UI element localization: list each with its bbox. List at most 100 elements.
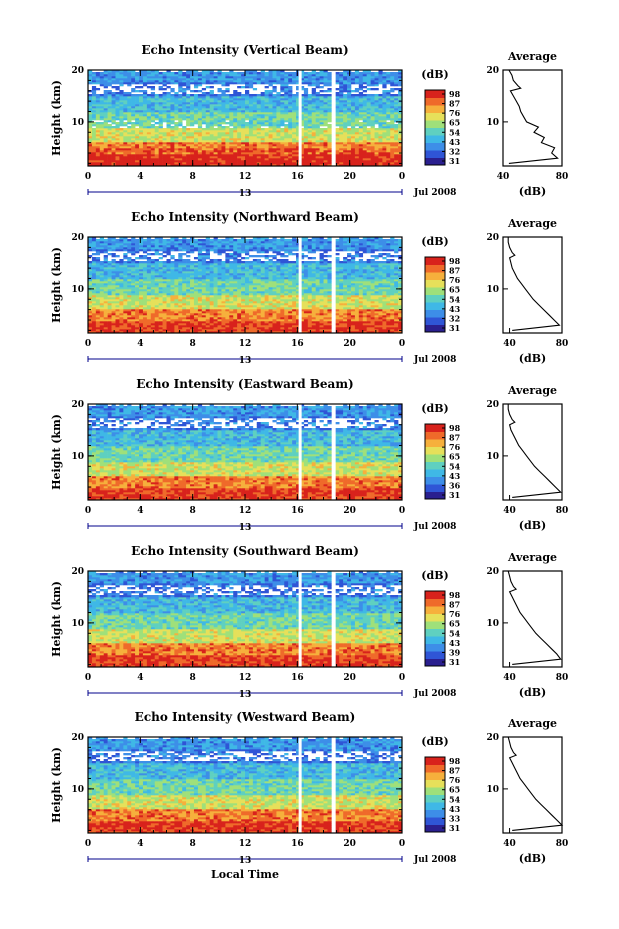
heatmap-cell	[359, 106, 363, 108]
heatmap-cell	[108, 126, 112, 128]
heatmap-cell	[206, 303, 210, 305]
heatmap-cell	[292, 327, 296, 329]
heatmap-cell	[170, 303, 174, 305]
heatmap-cell	[257, 329, 261, 331]
heatmap-cell	[151, 301, 155, 303]
heatmap-cell	[167, 160, 171, 162]
heatmap-cell	[390, 76, 394, 78]
heatmap-cell	[253, 315, 257, 317]
heatmap-cell	[229, 116, 233, 118]
heatmap-cell	[276, 156, 280, 158]
heatmap-cell	[233, 150, 237, 152]
heatmap-cell	[343, 160, 347, 162]
heatmap-cell	[96, 142, 100, 144]
heatmap-cell	[123, 128, 127, 130]
heatmap-cell	[272, 94, 276, 96]
heatmap-cell	[131, 136, 135, 138]
heatmap-cell	[269, 132, 273, 134]
heatmap-cell	[127, 92, 131, 94]
heatmap-cell	[104, 325, 108, 327]
heatmap-cell	[221, 313, 225, 315]
heatmap-cell	[210, 114, 214, 116]
heatmap-cell	[190, 301, 194, 303]
heatmap-cell	[351, 162, 355, 164]
heatmap-cell	[375, 160, 379, 162]
heatmap-cell	[390, 158, 394, 160]
heatmap-cell	[355, 307, 359, 309]
heatmap-cell	[269, 150, 273, 152]
heatmap-cell	[367, 321, 371, 323]
heatmap-cell	[359, 313, 363, 315]
heatmap-cell	[221, 146, 225, 148]
heatmap-cell	[127, 152, 131, 154]
heatmap-cell	[198, 329, 202, 331]
heatmap-cell	[163, 297, 167, 299]
heatmap-cell	[375, 100, 379, 102]
heatmap-cell	[327, 319, 331, 321]
heatmap-cell	[190, 150, 194, 152]
heatmap-cell	[127, 319, 131, 321]
heatmap-cell	[241, 114, 245, 116]
heatmap-cell	[127, 162, 131, 164]
heatmap-cell	[100, 152, 104, 154]
heatmap-cell	[214, 120, 218, 122]
heatmap-cell	[92, 146, 96, 148]
heatmap-cell	[320, 321, 324, 323]
heatmap-cell	[327, 162, 331, 164]
heatmap-cell	[119, 323, 123, 325]
heatmap-cell	[378, 108, 382, 110]
heatmap-cell	[123, 80, 127, 82]
heatmap-cell	[304, 120, 308, 122]
heatmap-cell	[237, 309, 241, 311]
heatmap-cell	[272, 72, 276, 74]
heatmap-cell	[210, 154, 214, 156]
heatmap-cell	[186, 329, 190, 331]
heatmap-cell	[382, 74, 386, 76]
heatmap-cell	[312, 317, 316, 319]
heatmap-cell	[178, 80, 182, 82]
heatmap-cell	[178, 120, 182, 122]
heatmap-cell	[170, 76, 174, 78]
heatmap-cell	[335, 94, 339, 96]
heatmap-cell	[174, 146, 178, 148]
heatmap-cell	[186, 142, 190, 144]
heatmap-cell	[308, 104, 312, 106]
heatmap-cell	[210, 108, 214, 110]
heatmap-cell	[371, 132, 375, 134]
heatmap-cell	[151, 118, 155, 120]
heatmap-cell	[351, 317, 355, 319]
heatmap-cell	[288, 94, 292, 96]
heatmap-cell	[206, 78, 210, 80]
heatmap-cell	[210, 122, 214, 124]
heatmap-cell	[327, 80, 331, 82]
heatmap-cell	[221, 120, 225, 122]
heatmap-cell	[308, 148, 312, 150]
heatmap-cell	[355, 317, 359, 319]
heatmap-cell	[206, 132, 210, 134]
heatmap-cell	[233, 162, 237, 164]
heatmap-cell	[312, 140, 316, 142]
heatmap-cell	[131, 88, 135, 90]
heatmap-cell	[163, 78, 167, 80]
heatmap-cell	[214, 136, 218, 138]
heatmap-cell	[339, 319, 343, 321]
heatmap-cell	[96, 110, 100, 112]
heatmap-cell	[249, 106, 253, 108]
heatmap-cell	[257, 114, 261, 116]
heatmap-cell	[292, 134, 296, 136]
heatmap-cell	[316, 317, 320, 319]
heatmap-cell	[127, 144, 131, 146]
heatmap-cell	[237, 301, 241, 303]
heatmap-cell	[143, 150, 147, 152]
heatmap-cell	[218, 156, 222, 158]
heatmap-cell	[186, 146, 190, 148]
heatmap-cell	[343, 76, 347, 78]
heatmap-cell	[382, 156, 386, 158]
heatmap-cell	[284, 130, 288, 132]
heatmap-cell	[123, 311, 127, 313]
heatmap-cell	[218, 142, 222, 144]
heatmap-cell	[229, 98, 233, 100]
heatmap-cell	[237, 78, 241, 80]
heatmap-cell	[292, 76, 296, 78]
heatmap-cell	[378, 74, 382, 76]
